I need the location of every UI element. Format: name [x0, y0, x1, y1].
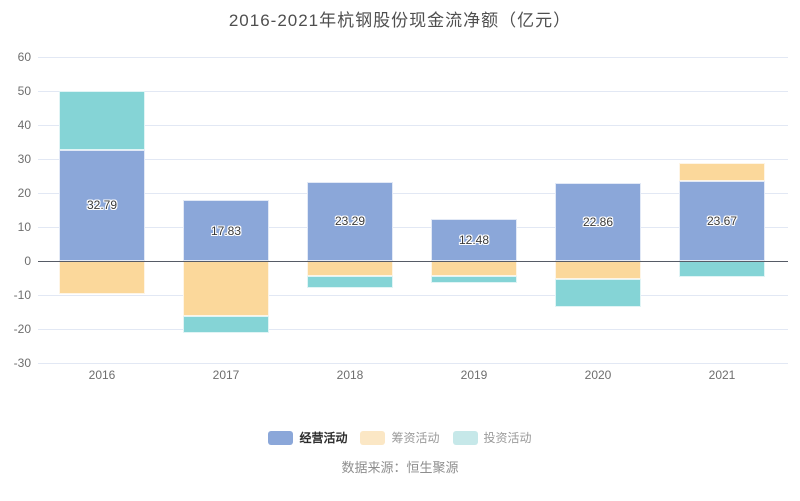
- y-axis-tick-label: 50: [17, 84, 31, 98]
- bar-segment-financing-2016[interactable]: [59, 261, 145, 294]
- bar-segment-investing-2017[interactable]: [183, 316, 269, 334]
- bar-value-label-operating-2017: 17.83: [210, 223, 242, 238]
- bar-value-label-operating-2020: 22.86: [582, 215, 614, 230]
- bar-segment-financing-2021[interactable]: [679, 162, 765, 181]
- y-axis-tick-label: -20: [13, 322, 31, 336]
- gridline-y-20: [38, 193, 788, 194]
- legend-swatch-operating: [268, 430, 294, 445]
- legend-label-financing: 筹资活动: [391, 431, 440, 445]
- y-axis-tick-label: 20: [17, 186, 31, 200]
- bar-segment-operating-2017[interactable]: [183, 200, 269, 261]
- gridline-y-10: [38, 227, 788, 228]
- bar-segment-operating-2021[interactable]: [679, 180, 765, 261]
- gridline-y--20: [38, 329, 788, 330]
- bar-value-label-operating-2021: 23.67: [706, 213, 738, 228]
- gridline-y-30: [38, 159, 788, 160]
- y-axis-tick-label: 30: [17, 152, 31, 166]
- legend: 经营活动 筹资活动 投资活动: [0, 429, 800, 446]
- bar-segment-investing-2021[interactable]: [679, 261, 765, 277]
- bar-segment-operating-2018[interactable]: [307, 181, 393, 261]
- x-axis-tick-label-2020: 2020: [584, 368, 612, 382]
- y-axis-tick-label: 60: [17, 50, 31, 64]
- x-axis-tick-label-2021: 2021: [708, 368, 736, 382]
- data-source-caption: 数据来源：恒生聚源: [341, 460, 459, 475]
- y-axis-tick-label: 40: [17, 118, 31, 132]
- y-axis-tick-label: -30: [13, 356, 31, 370]
- gridline-y-40: [38, 125, 788, 126]
- legend-item-investing[interactable]: 投资活动: [452, 429, 532, 446]
- bar-segment-financing-2017[interactable]: [183, 261, 269, 317]
- legend-label-investing: 投资活动: [483, 431, 532, 445]
- bar-value-label-operating-2016: 32.79: [86, 198, 118, 213]
- x-axis-tick-label-2019: 2019: [460, 368, 488, 382]
- bar-segment-operating-2020[interactable]: [555, 183, 641, 261]
- legend-item-operating[interactable]: 经营活动: [268, 429, 347, 446]
- y-axis-tick-label: -10: [13, 288, 31, 302]
- gridline-y-50: [38, 91, 788, 92]
- bar-segment-investing-2020[interactable]: [555, 279, 641, 308]
- bar-value-label-operating-2019: 12.48: [458, 232, 490, 247]
- bar-segment-financing-2020[interactable]: [555, 261, 641, 280]
- legend-swatch-investing: [452, 430, 478, 445]
- gridline-y--10: [38, 295, 788, 296]
- y-axis-tick-label: 10: [17, 220, 31, 234]
- zero-axis-line: [38, 261, 788, 262]
- legend-label-operating: 经营活动: [299, 431, 348, 445]
- gridline-y-60: [38, 57, 788, 58]
- y-axis-tick-label: 0: [24, 254, 31, 268]
- bar-segment-financing-2019[interactable]: [431, 261, 517, 276]
- bar-value-label-operating-2018: 23.29: [334, 214, 366, 229]
- legend-swatch-financing: [360, 430, 386, 445]
- bar-segment-operating-2016[interactable]: [59, 149, 145, 261]
- bar-segment-investing-2019[interactable]: [431, 275, 517, 284]
- gridline-y--30: [38, 363, 788, 364]
- bar-segment-investing-2018[interactable]: [307, 275, 393, 288]
- x-axis-tick-label-2018: 2018: [336, 368, 364, 382]
- x-axis-tick-label-2017: 2017: [212, 368, 240, 382]
- x-axis-tick-label-2016: 2016: [88, 368, 116, 382]
- bar-segment-operating-2019[interactable]: [431, 218, 517, 261]
- bar-segment-investing-2016[interactable]: [59, 91, 145, 150]
- bar-segment-financing-2018[interactable]: [307, 261, 393, 276]
- legend-item-financing[interactable]: 筹资活动: [360, 429, 440, 446]
- chart-title: 2016-2021年杭钢股份现金流净额（亿元）: [228, 11, 572, 30]
